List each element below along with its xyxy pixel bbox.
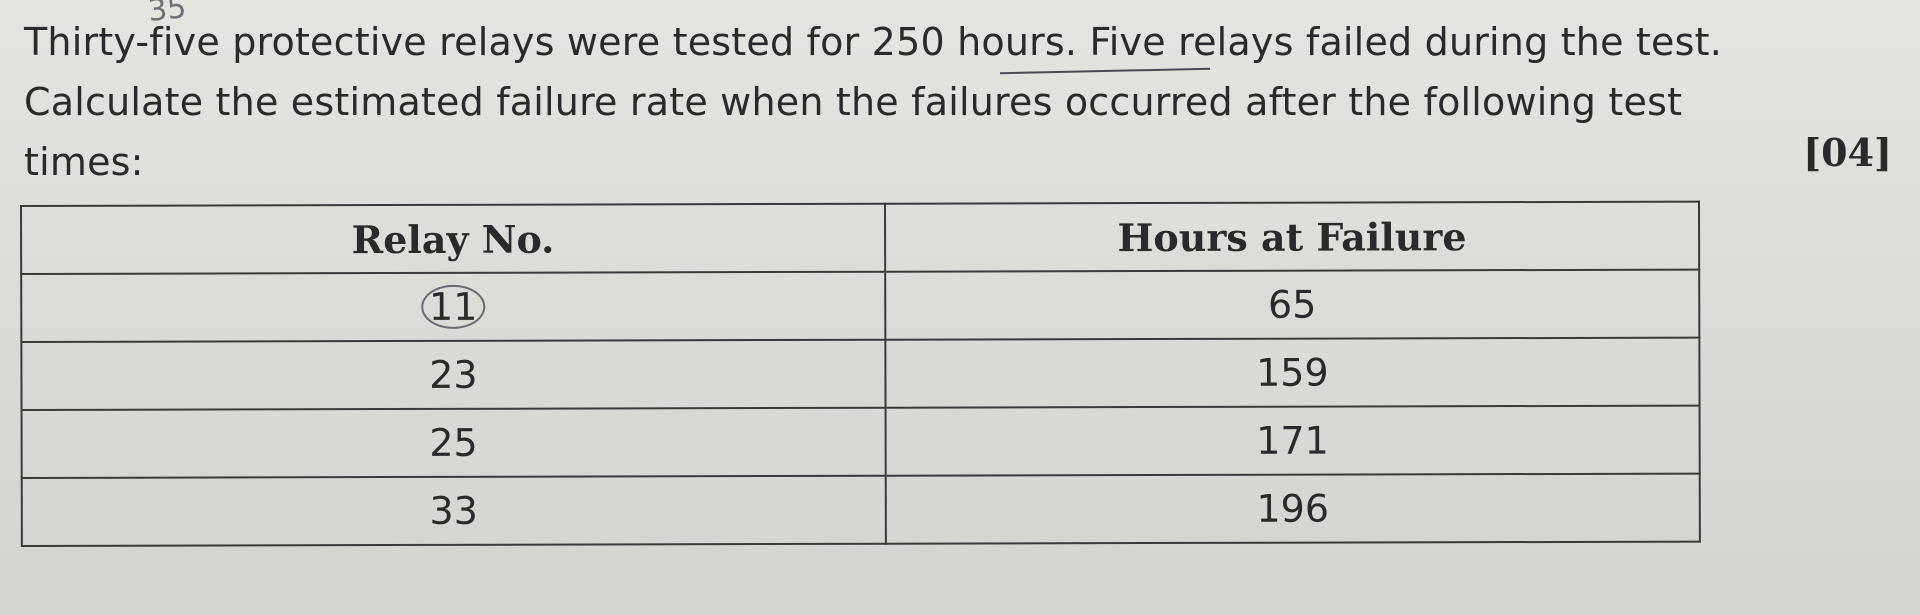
table-header-row: Relay No. Hours at Failure [21, 201, 1700, 274]
hours-cell: 196 [885, 473, 1700, 544]
question-line-3: times: [24, 140, 144, 184]
relay-number-cell: 33 [21, 475, 886, 546]
relay-number-cell: 23 [21, 339, 886, 410]
table-row: 11 65 [21, 269, 1700, 342]
hours-cell: 65 [884, 269, 1700, 340]
header-hours-at-failure: Hours at Failure [884, 201, 1700, 272]
relay-number-cell: 25 [21, 407, 886, 478]
header-relay-no: Relay No. [21, 203, 885, 274]
relay-number-cell: 11 [21, 271, 886, 342]
circled-relay-number: 11 [420, 284, 486, 329]
hours-cell: 171 [885, 405, 1700, 476]
marks-label: [04] [1803, 130, 1892, 175]
question-text: Thirty-five protective relays were teste… [24, 12, 1904, 192]
question-line-2: Calculate the estimated failure rate whe… [24, 80, 1683, 124]
question-line-1: Thirty-five protective relays were teste… [24, 20, 1722, 64]
table-row: 25 171 [21, 405, 1700, 478]
table-row: 23 159 [21, 337, 1700, 410]
failure-table: Relay No. Hours at Failure 11 65 23 159 … [20, 201, 1701, 547]
hours-cell: 159 [885, 337, 1700, 408]
table-row: 33 196 [21, 473, 1700, 546]
